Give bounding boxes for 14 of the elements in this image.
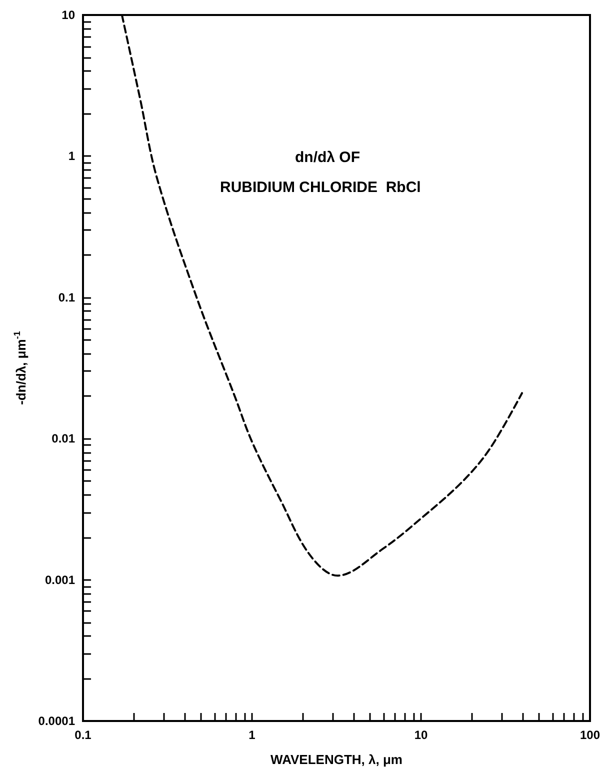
y-tick-label: 0.01 bbox=[52, 432, 76, 446]
x-tick-label: 1 bbox=[248, 728, 256, 742]
y-tick-label: 0.0001 bbox=[38, 714, 76, 728]
y-tick-label: 0.1 bbox=[58, 290, 76, 304]
y-tick-label: 1 bbox=[68, 149, 76, 164]
y-tick-label: 10 bbox=[62, 8, 76, 22]
annotation: RUBIDIUM CHLORIDE RbCl bbox=[220, 179, 421, 196]
x-tick-label: 10 bbox=[414, 728, 428, 742]
annotation: dn/dλ OF bbox=[295, 149, 360, 166]
y-axis-title: -dn/dλ, μm-1 bbox=[12, 331, 28, 405]
y-tick-label: 0.001 bbox=[44, 572, 76, 587]
x-tick-label: 100 bbox=[580, 728, 600, 742]
x-tick-label: 0.1 bbox=[74, 728, 92, 742]
x-axis-title: WAVELENGTH, λ, μm bbox=[270, 752, 402, 767]
